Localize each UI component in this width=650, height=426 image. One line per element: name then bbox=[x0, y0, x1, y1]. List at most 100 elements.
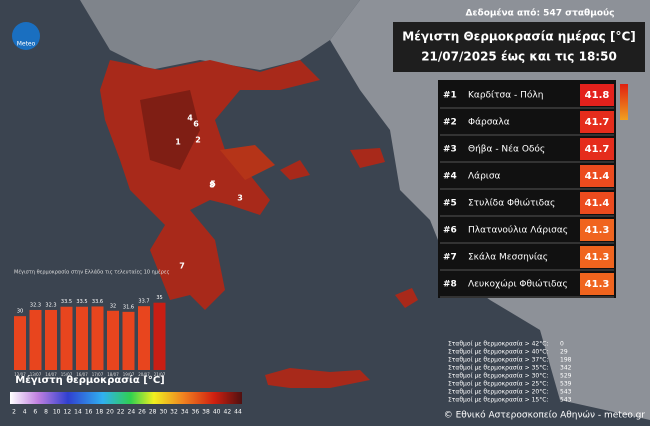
value-cell bbox=[580, 138, 614, 160]
value: 41.7 bbox=[585, 117, 610, 128]
value: 41.7 bbox=[585, 144, 610, 155]
count-value: 543 bbox=[560, 389, 572, 396]
colorbar-tick: 2 bbox=[12, 409, 16, 416]
value-cell bbox=[580, 273, 614, 295]
count-label: Σταθμοί με θερμοκρασία > 30°C: bbox=[448, 373, 548, 380]
bar-label: 32.3 bbox=[30, 302, 41, 308]
rank: #1 bbox=[443, 91, 457, 101]
bar-label: 35 bbox=[156, 295, 162, 301]
title: Μέγιστη Θερμοκρασία ημέρας [°C] bbox=[402, 30, 636, 44]
station-name: Λευκοχώρι Φθιώτιδας bbox=[468, 279, 568, 290]
colorbar-tick: 38 bbox=[202, 409, 210, 416]
colorbar-title: Μέγιστη θερμοκρασία [°C] bbox=[15, 374, 164, 386]
count-label: Σταθμοί με θερμοκρασία > 42°C: bbox=[448, 341, 548, 348]
bar bbox=[60, 306, 73, 370]
colorbar-tick: 6 bbox=[33, 409, 37, 416]
map-label: 7 bbox=[179, 262, 185, 271]
count-label: Σταθμοί με θερμοκρασία > 25°C: bbox=[448, 381, 548, 388]
land-neighbor bbox=[80, 0, 360, 70]
station-name: Σκάλα Μεσσηνίας bbox=[468, 253, 548, 263]
island bbox=[265, 368, 370, 388]
bar-label: 32.3 bbox=[45, 302, 56, 308]
station-name: Θήβα - Νέα Οδός bbox=[468, 144, 545, 155]
bar-category: 17/07 bbox=[92, 372, 104, 377]
value-cell bbox=[580, 219, 614, 241]
colorbar-tick: 14 bbox=[74, 409, 82, 416]
bar bbox=[138, 306, 150, 370]
map-label: 6 bbox=[193, 120, 199, 129]
island bbox=[350, 148, 385, 168]
colorbar-tick: 42 bbox=[224, 409, 232, 416]
colorbar-tick: 26 bbox=[138, 409, 146, 416]
island bbox=[220, 145, 275, 180]
rank: #8 bbox=[443, 280, 457, 290]
value-cell bbox=[580, 84, 614, 106]
count-value: 198 bbox=[560, 357, 572, 364]
count-value: 29 bbox=[560, 349, 568, 356]
count-label: Σταθμοί με θερμοκρασία > 20°C: bbox=[448, 389, 548, 396]
bar-label: 30 bbox=[17, 309, 23, 315]
footer-credit: © Εθνικό Αστεροσκοπείο Αθηνών - meteo.gr bbox=[444, 410, 646, 421]
value: 41.8 bbox=[585, 90, 610, 101]
colorbar-tick: 30 bbox=[160, 409, 168, 416]
colorbar-tick: 16 bbox=[85, 409, 93, 416]
value-cell bbox=[580, 111, 614, 133]
bar-category: 12/07 bbox=[14, 372, 26, 377]
map-label: 1 bbox=[175, 138, 181, 147]
bar bbox=[153, 302, 166, 370]
bar-category: 15/07 bbox=[61, 372, 73, 377]
value: 41.3 bbox=[585, 279, 610, 290]
value-cell bbox=[580, 192, 614, 214]
colorbar-tick: 10 bbox=[53, 409, 61, 416]
colorbar-tick: 20 bbox=[106, 409, 114, 416]
bar-label: 33.7 bbox=[138, 299, 149, 305]
bar bbox=[14, 316, 26, 370]
value: 41.3 bbox=[585, 225, 610, 236]
bar-category: 20/07 bbox=[138, 372, 150, 377]
bar-label: 33.6 bbox=[92, 299, 103, 305]
value-cell bbox=[580, 165, 614, 187]
station-name: Στυλίδα Φθιώτιδας bbox=[468, 198, 555, 209]
map-label: 8 bbox=[209, 181, 215, 190]
bar-label: 33.5 bbox=[76, 299, 87, 305]
value: 41.3 bbox=[585, 252, 610, 263]
count-value: 529 bbox=[560, 373, 572, 380]
data-source: Δεδομένα από: 547 σταθμούς bbox=[466, 8, 615, 19]
colorbar-tick: 28 bbox=[149, 409, 157, 416]
map-label: 3 bbox=[237, 194, 243, 203]
bar bbox=[91, 306, 104, 370]
colorbar-tick: 22 bbox=[117, 409, 125, 416]
station-name: Λάρισα bbox=[468, 172, 501, 182]
rank: #2 bbox=[443, 118, 457, 128]
bar bbox=[76, 306, 88, 370]
count-label: Σταθμοί με θερμοκρασία > 35°C: bbox=[448, 365, 548, 372]
arrow bbox=[620, 84, 628, 120]
count-label: Σταθμοί με θερμοκρασία > 40°C: bbox=[448, 349, 548, 356]
bar-category: 13/07 bbox=[30, 372, 42, 377]
colorbar-tick: 40 bbox=[213, 409, 221, 416]
map-label: 5 bbox=[210, 180, 216, 189]
colorbar-tick: 18 bbox=[96, 409, 104, 416]
rank: #6 bbox=[443, 226, 457, 236]
count-value: 0 bbox=[560, 341, 564, 348]
colorbar-tick: 34 bbox=[181, 409, 189, 416]
bar bbox=[122, 311, 135, 370]
colorbar-tick: 36 bbox=[192, 409, 200, 416]
logo-icon bbox=[12, 22, 40, 50]
map-label: 2 bbox=[195, 136, 201, 145]
station-name: Καρδίτσα - Πόλη bbox=[468, 90, 543, 101]
count-value: 342 bbox=[560, 365, 572, 372]
title-box bbox=[393, 22, 645, 72]
station-name: Πλατανούλια Λάρισας bbox=[468, 225, 568, 236]
rank: #7 bbox=[443, 253, 457, 263]
colorbar-tick: 12 bbox=[64, 409, 72, 416]
bar-label: 32 bbox=[110, 303, 116, 309]
rank: #5 bbox=[443, 199, 457, 209]
bar bbox=[45, 309, 57, 370]
bar-category: 18/07 bbox=[107, 372, 119, 377]
value: 41.4 bbox=[585, 198, 610, 209]
bar bbox=[29, 309, 42, 370]
bar-category: 21/07 bbox=[154, 372, 166, 377]
colorbar bbox=[10, 392, 242, 404]
